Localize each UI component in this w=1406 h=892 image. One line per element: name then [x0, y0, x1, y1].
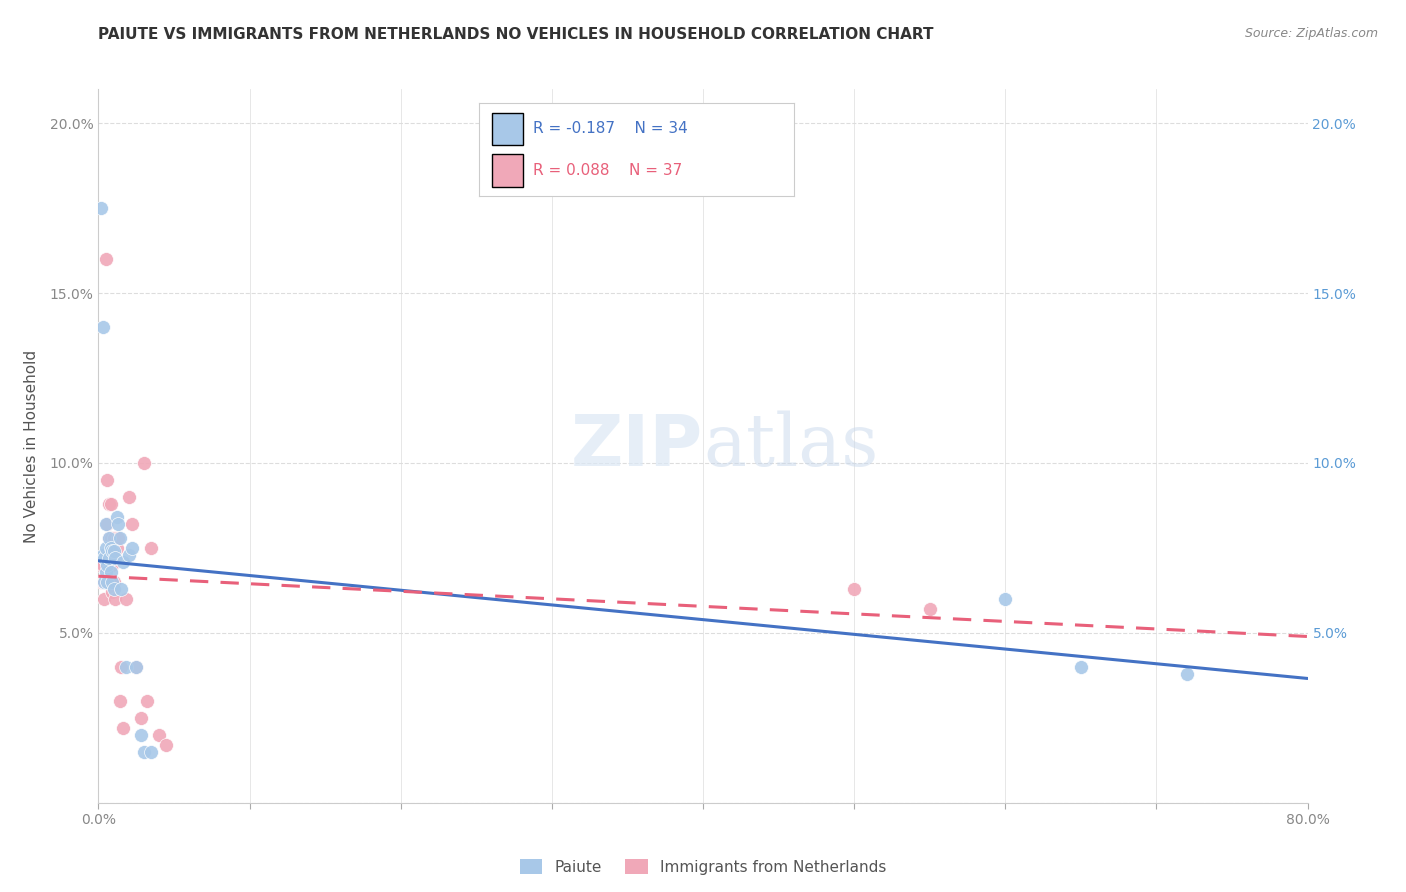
Point [94, 541, 117, 555]
Point [93, 574, 115, 589]
Point [93, 591, 115, 606]
Point [844, 582, 866, 596]
Point [105, 541, 128, 555]
Point [94, 574, 117, 589]
Point [129, 728, 152, 742]
Y-axis label: No Vehicles in Household: No Vehicles in Household [24, 350, 38, 542]
Point [100, 541, 122, 555]
Point [108, 531, 131, 545]
Point [94, 252, 117, 266]
Point [118, 490, 141, 504]
Point [96, 558, 118, 572]
Point [91, 320, 114, 334]
Point [100, 497, 122, 511]
Point [107, 531, 129, 545]
Text: Source: ZipAtlas.com: Source: ZipAtlas.com [1244, 27, 1378, 40]
Point [104, 591, 127, 606]
Point [93, 551, 115, 566]
Point [94, 517, 117, 532]
Point [114, 660, 136, 674]
Point [98, 531, 121, 545]
Point [125, 660, 148, 674]
Point [155, 738, 177, 752]
Point [994, 591, 1017, 606]
Point [111, 721, 134, 735]
Point [114, 591, 136, 606]
Point [1175, 666, 1198, 681]
Point [918, 602, 941, 616]
Text: atlas: atlas [703, 410, 879, 482]
Point [101, 585, 124, 599]
Point [148, 728, 170, 742]
Point [101, 558, 124, 572]
Point [98, 551, 121, 566]
Point [125, 660, 148, 674]
Point [121, 517, 143, 532]
Point [118, 548, 141, 562]
Point [103, 582, 125, 596]
Point [100, 531, 122, 545]
Point [107, 517, 129, 532]
Text: ZIP: ZIP [571, 411, 703, 481]
Point [90, 201, 112, 215]
Point [101, 574, 124, 589]
Point [98, 497, 121, 511]
Point [89, 558, 111, 572]
Point [101, 544, 124, 558]
Point [111, 555, 134, 569]
Legend: Paiute, Immigrants from Netherlands: Paiute, Immigrants from Netherlands [513, 853, 893, 880]
Point [96, 574, 118, 589]
Point [94, 565, 117, 579]
Point [96, 517, 118, 532]
Point [135, 694, 157, 708]
Point [1070, 660, 1092, 674]
Point [110, 582, 132, 596]
Point [93, 574, 115, 589]
Point [91, 558, 114, 572]
Point [105, 510, 128, 524]
Point [100, 565, 122, 579]
Point [104, 551, 127, 566]
Point [98, 574, 121, 589]
Point [90, 574, 112, 589]
Text: PAIUTE VS IMMIGRANTS FROM NETHERLANDS NO VEHICLES IN HOUSEHOLD CORRELATION CHART: PAIUTE VS IMMIGRANTS FROM NETHERLANDS NO… [98, 27, 934, 42]
Point [132, 745, 155, 759]
Point [129, 711, 152, 725]
Point [121, 541, 143, 555]
Point [110, 660, 132, 674]
Point [141, 745, 163, 759]
Point [103, 574, 125, 589]
Point [141, 541, 163, 555]
Point [98, 531, 121, 545]
Point [91, 574, 114, 589]
Point [103, 544, 125, 558]
Point [132, 456, 155, 470]
Point [96, 473, 118, 487]
Point [91, 548, 114, 562]
Point [103, 531, 125, 545]
Point [108, 694, 131, 708]
